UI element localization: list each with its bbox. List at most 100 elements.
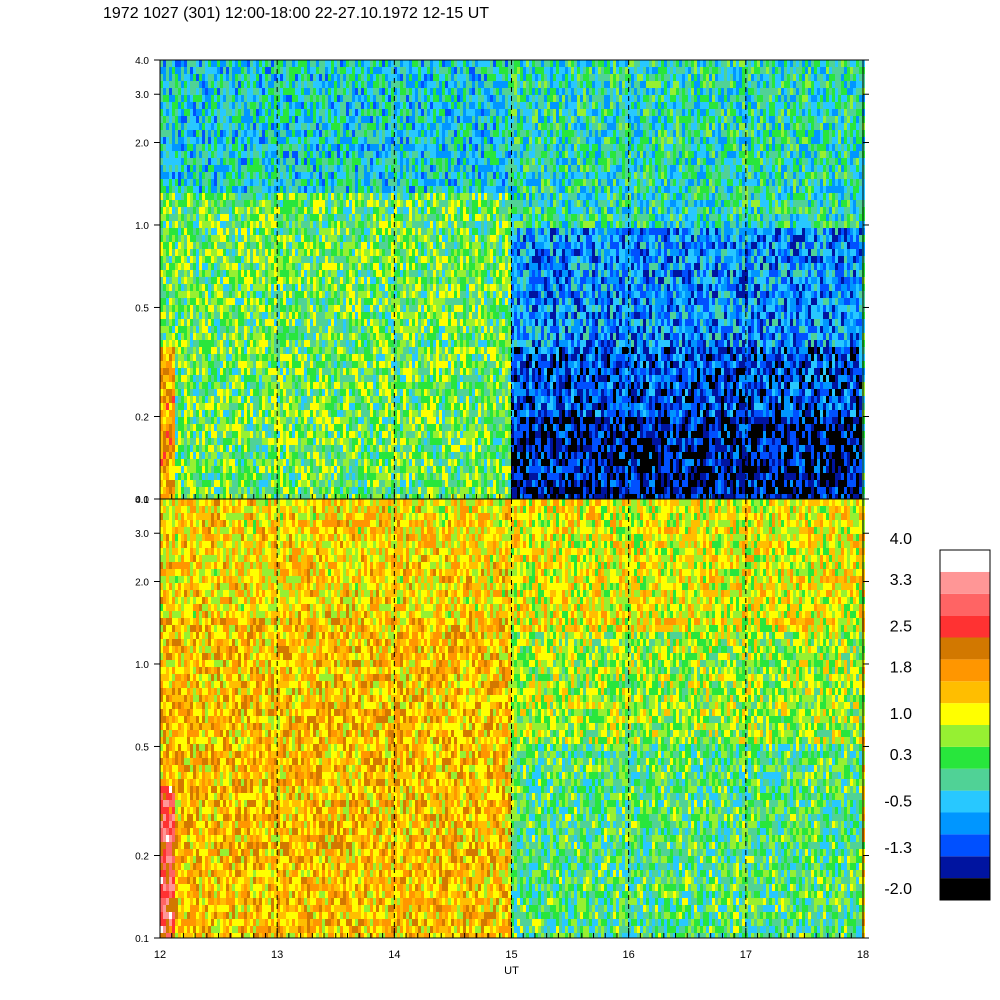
spectrogram-cell <box>349 214 352 221</box>
spectrogram-cell <box>256 424 259 431</box>
spectrogram-cell <box>325 473 328 480</box>
spectrogram-cell <box>175 60 178 67</box>
spectrogram-cell <box>391 256 394 263</box>
spectrogram-cell <box>166 172 169 179</box>
spectrogram-cell <box>385 270 388 277</box>
spectrogram-cell <box>277 270 280 277</box>
spectrogram-cell <box>394 179 397 186</box>
spectrogram-cell <box>196 340 199 347</box>
spectrogram-cell <box>241 452 244 459</box>
spectrogram-cell <box>268 319 271 326</box>
spectrogram-cell <box>373 116 376 123</box>
spectrogram-cell <box>346 375 349 382</box>
spectrogram-cell <box>388 95 391 102</box>
spectrogram-cell <box>295 410 298 417</box>
spectrogram-cell <box>211 368 214 375</box>
spectrogram-cell <box>229 123 232 130</box>
spectrogram-cell <box>178 396 181 403</box>
spectrogram-cell <box>373 494 376 499</box>
spectrogram-cell <box>334 312 337 319</box>
spectrogram-cell <box>313 333 316 340</box>
spectrogram-cell <box>394 235 397 242</box>
spectrogram-cell <box>376 109 379 116</box>
spectrogram-cell <box>217 277 220 284</box>
spectrogram-cell <box>181 263 184 270</box>
spectrogram-cell <box>268 81 271 88</box>
spectrogram-cell <box>175 347 178 354</box>
spectrogram-cell <box>241 193 244 200</box>
spectrogram-cell <box>361 452 364 459</box>
spectrogram-cell <box>292 214 295 221</box>
spectrogram-cell <box>325 95 328 102</box>
spectrogram-cell <box>226 354 229 361</box>
spectrogram-cell <box>277 375 280 382</box>
spectrogram-cell <box>316 60 319 67</box>
spectrogram-cell <box>337 396 340 403</box>
spectrogram-cell <box>283 438 286 445</box>
spectrogram-cell <box>256 319 259 326</box>
spectrogram-cell <box>160 473 163 480</box>
spectrogram-cell <box>277 459 280 466</box>
spectrogram-cell <box>181 361 184 368</box>
spectrogram-cell <box>328 459 331 466</box>
spectrogram-cell <box>286 242 289 249</box>
spectrogram-cell <box>193 221 196 228</box>
spectrogram-cell <box>394 389 397 396</box>
spectrogram-cell <box>376 137 379 144</box>
spectrogram-cell <box>319 291 322 298</box>
spectrogram-cell <box>385 298 388 305</box>
spectrogram-cell <box>367 67 370 74</box>
spectrogram-cell <box>301 144 304 151</box>
spectrogram-cell <box>304 277 307 284</box>
spectrogram-cell <box>358 312 361 319</box>
spectrogram-cell <box>283 130 286 137</box>
spectrogram-cell <box>247 256 250 263</box>
spectrogram-cell <box>163 158 166 165</box>
spectrogram-cell <box>265 242 268 249</box>
spectrogram-cell <box>205 235 208 242</box>
spectrogram-cell <box>355 417 358 424</box>
spectrogram-cell <box>250 424 253 431</box>
spectrogram-cell <box>253 291 256 298</box>
spectrogram-cell <box>223 298 226 305</box>
spectrogram-cell <box>391 389 394 396</box>
spectrogram-cell <box>310 165 313 172</box>
spectrogram-cell <box>313 81 316 88</box>
spectrogram-cell <box>376 354 379 361</box>
spectrogram-cell <box>292 382 295 389</box>
spectrogram-cell <box>268 130 271 137</box>
spectrogram-cell <box>379 466 382 473</box>
spectrogram-cell <box>319 88 322 95</box>
spectrogram-cell <box>265 256 268 263</box>
spectrogram-cell <box>214 109 217 116</box>
spectrogram-cell <box>226 368 229 375</box>
spectrogram-cell <box>256 298 259 305</box>
spectrogram-cell <box>160 298 163 305</box>
spectrogram-cell <box>220 389 223 396</box>
spectrogram-cell <box>361 431 364 438</box>
spectrogram-cell <box>250 130 253 137</box>
spectrogram-cell <box>241 389 244 396</box>
spectrogram-cell <box>184 165 187 172</box>
spectrogram-cell <box>283 319 286 326</box>
spectrogram-cell <box>349 235 352 242</box>
spectrogram-cell <box>235 347 238 354</box>
spectrogram-cell <box>250 270 253 277</box>
spectrogram-cell <box>271 60 274 67</box>
spectrogram-cell <box>355 221 358 228</box>
spectrogram-cell <box>286 235 289 242</box>
spectrogram-cell <box>373 361 376 368</box>
spectrogram-cell <box>256 144 259 151</box>
spectrogram-cell <box>190 417 193 424</box>
spectrogram-cell <box>181 389 184 396</box>
spectrogram-cell <box>340 123 343 130</box>
spectrogram-cell <box>280 424 283 431</box>
spectrogram-cell <box>346 74 349 81</box>
spectrogram-cell <box>250 172 253 179</box>
spectrogram-cell <box>160 179 163 186</box>
spectrogram-cell <box>268 403 271 410</box>
spectrogram-cell <box>358 305 361 312</box>
spectrogram-cell <box>229 403 232 410</box>
spectrogram-cell <box>199 326 202 333</box>
spectrogram-cell <box>352 130 355 137</box>
